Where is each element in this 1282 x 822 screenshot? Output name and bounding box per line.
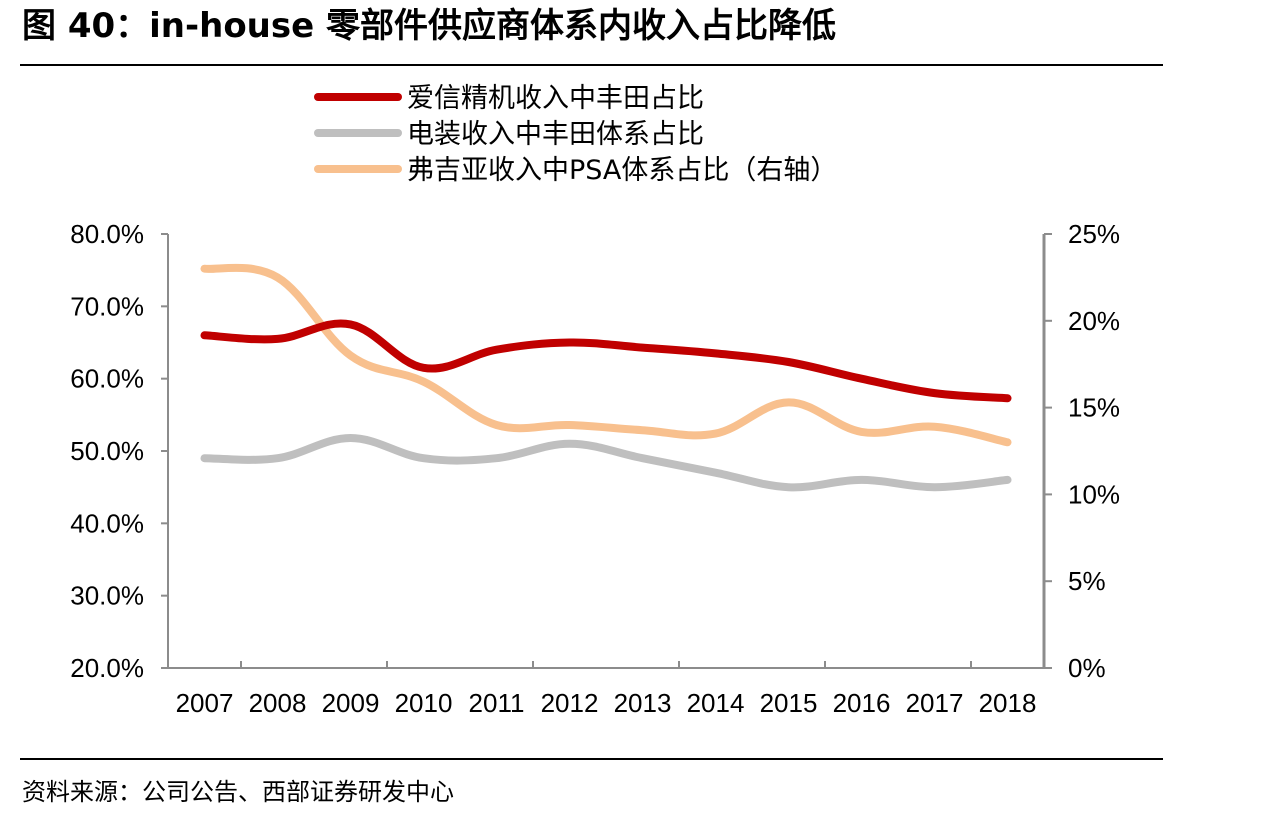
x-tick-label: 2015: [760, 688, 818, 718]
series-2: [200, 434, 1012, 492]
series-1-point: [277, 338, 278, 339]
series-2-point: [350, 437, 351, 438]
series-3-point: [569, 424, 570, 425]
series-layer: [200, 263, 1012, 492]
x-tick-label: 2011: [469, 688, 525, 718]
series-3-line: [200, 263, 1012, 447]
series-1-point: [1007, 398, 1008, 399]
series-2-point: [496, 458, 497, 459]
left-tick-label: 60.0%: [70, 364, 144, 394]
right-tick-label: 10%: [1068, 479, 1120, 509]
series-1: [200, 319, 1012, 403]
series-3-point: [861, 431, 862, 432]
series-2-point: [277, 458, 278, 459]
series-3-point: [277, 277, 278, 278]
x-tick-label: 2017: [906, 688, 964, 718]
left-y-axis: 80.0% 70.0% 60.0% 50.0% 40.0% 30.0% 20.0%: [70, 219, 169, 683]
right-tick-label: 0%: [1068, 653, 1106, 683]
series-1-point: [496, 349, 497, 350]
top-divider: [20, 64, 1163, 66]
bottom-divider: [20, 758, 1163, 760]
series-2-point: [788, 487, 789, 488]
series-3-point: [715, 433, 716, 434]
series-2-point: [934, 487, 935, 488]
series-2-point: [1007, 479, 1008, 480]
series-1-point: [569, 342, 570, 343]
series-1-point: [423, 367, 424, 368]
right-tick-label: 15%: [1068, 393, 1120, 423]
left-tick-label: 20.0%: [70, 653, 144, 683]
series-1-point: [861, 378, 862, 379]
right-y-axis: 25% 20% 15% 10% 5% 0%: [1042, 219, 1120, 683]
x-tick-label: 2016: [833, 688, 891, 718]
left-tick-label: 40.0%: [70, 508, 144, 538]
figure-title: 图 40：in-house 零部件供应商体系内收入占比降低: [22, 6, 837, 46]
left-tick-label: 70.0%: [70, 291, 144, 321]
series-3-point: [204, 268, 205, 269]
x-tick-label: 2008: [249, 688, 307, 718]
right-tick-label: 25%: [1068, 219, 1120, 249]
x-tick-label: 2013: [614, 688, 672, 718]
series-2-point: [423, 458, 424, 459]
right-tick-label: 5%: [1068, 566, 1106, 596]
series-3-point: [788, 402, 789, 403]
source-note: 资料来源：公司公告、西部证券研发中心: [22, 778, 454, 806]
series-1-point: [642, 347, 643, 348]
legend-label-1: 爱信精机收入中丰田占比: [407, 83, 704, 114]
series-3-point: [496, 424, 497, 425]
series-2-point: [642, 458, 643, 459]
left-tick-label: 50.0%: [70, 436, 144, 466]
x-tick-label: 2010: [395, 688, 453, 718]
series-3-point: [1007, 442, 1008, 443]
series-2-point: [204, 458, 205, 459]
x-tick-label: 2007: [176, 688, 234, 718]
series-3: [200, 263, 1012, 447]
series-2-line: [200, 434, 1012, 492]
series-2-point: [715, 472, 716, 473]
x-tick-label: 2009: [322, 688, 380, 718]
x-tick-label: 2012: [541, 688, 599, 718]
x-tick-label: 2014: [687, 688, 745, 718]
series-1-point: [788, 362, 789, 363]
series-1-point: [715, 353, 716, 354]
series-1-point: [350, 324, 351, 325]
series-3-point: [423, 381, 424, 382]
series-1-point: [204, 335, 205, 336]
x-axis: 2007 2008 2009 2010 2011 2012 2013 2014 2015 2016…: [168, 661, 1044, 718]
series-2-point: [569, 443, 570, 444]
series-3-point: [934, 426, 935, 427]
series-3-point: [350, 355, 351, 356]
series-1-point: [934, 393, 935, 394]
left-tick-label: 30.0%: [70, 581, 144, 611]
series-2-point: [861, 479, 862, 480]
legend-label-3: 弗吉亚收入中PSA体系占比（右轴）: [407, 155, 837, 186]
x-tick-label: 2018: [979, 688, 1037, 718]
left-tick-label: 80.0%: [70, 219, 144, 249]
legend-label-2: 电装收入中丰田体系占比: [407, 119, 704, 150]
right-tick-label: 20%: [1068, 306, 1120, 336]
series-3-point: [642, 430, 643, 431]
series-1-line: [200, 319, 1012, 403]
